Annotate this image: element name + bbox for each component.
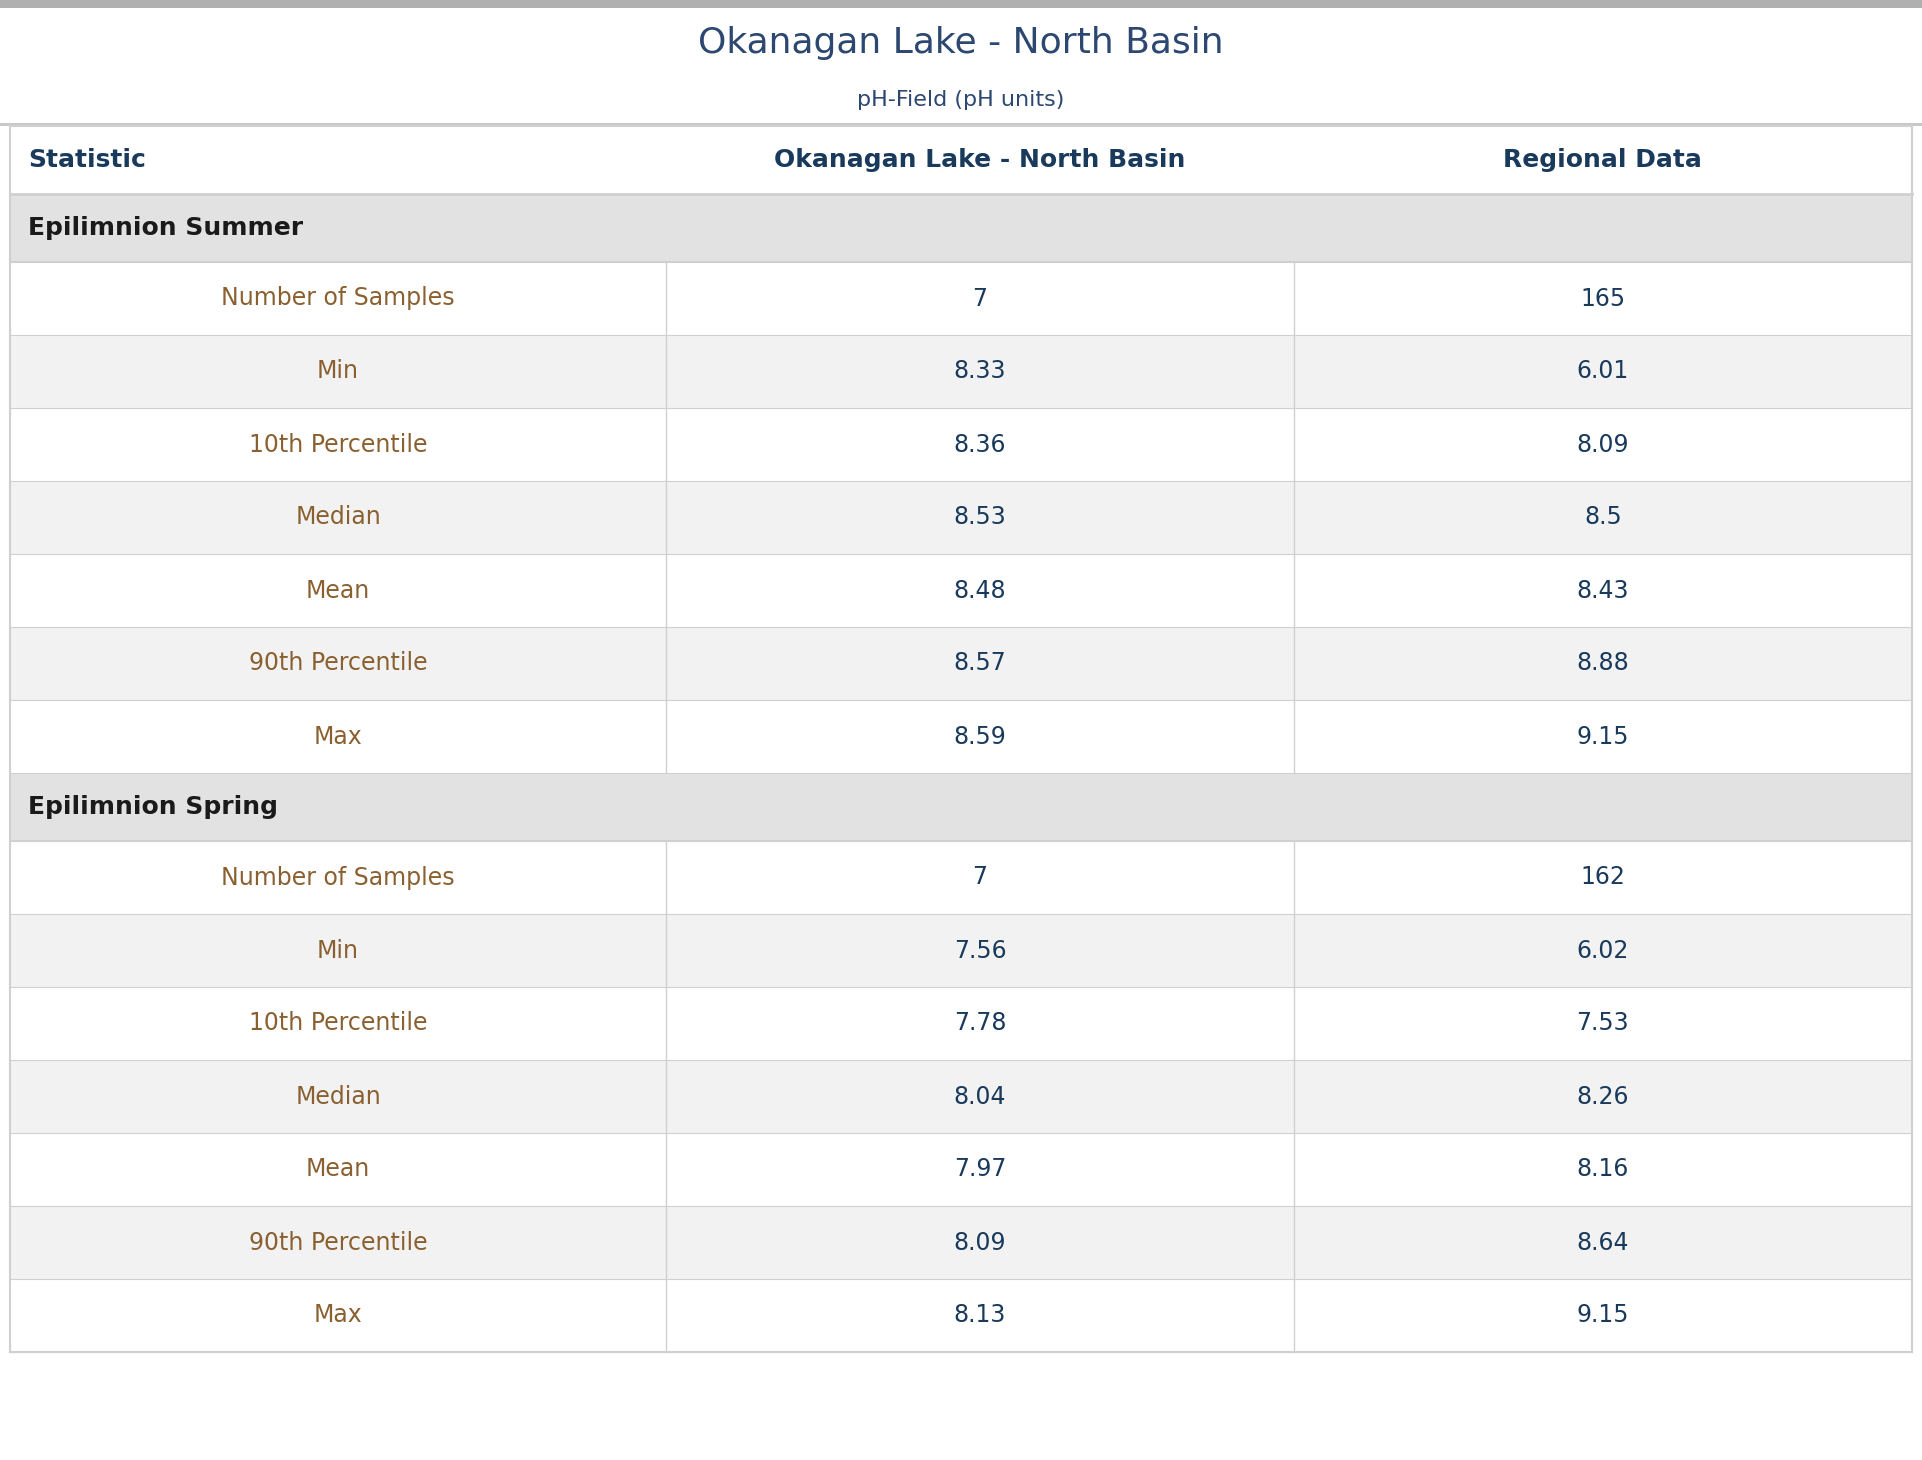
Bar bbox=[10, 626, 1912, 699]
Bar bbox=[10, 1279, 1912, 1352]
Bar bbox=[10, 1060, 1912, 1133]
Text: 90th Percentile: 90th Percentile bbox=[248, 651, 427, 676]
Text: Median: Median bbox=[296, 1085, 381, 1108]
Text: 90th Percentile: 90th Percentile bbox=[248, 1231, 427, 1254]
Text: 8.26: 8.26 bbox=[1576, 1085, 1630, 1108]
Bar bbox=[10, 1133, 1912, 1206]
Bar bbox=[10, 334, 1912, 407]
Text: Okanagan Lake - North Basin: Okanagan Lake - North Basin bbox=[775, 147, 1186, 172]
Bar bbox=[10, 553, 1912, 626]
Text: Statistic: Statistic bbox=[29, 147, 146, 172]
Text: Min: Min bbox=[317, 359, 359, 384]
Text: 10th Percentile: 10th Percentile bbox=[248, 1012, 427, 1035]
Text: 8.09: 8.09 bbox=[1576, 432, 1630, 457]
Text: 9.15: 9.15 bbox=[1576, 724, 1630, 749]
Text: 8.53: 8.53 bbox=[953, 505, 1007, 530]
Text: 7.78: 7.78 bbox=[953, 1012, 1007, 1035]
Bar bbox=[10, 407, 1912, 480]
Bar bbox=[10, 987, 1912, 1060]
Text: Number of Samples: Number of Samples bbox=[221, 866, 456, 889]
Text: 7.97: 7.97 bbox=[953, 1158, 1007, 1181]
Text: 8.59: 8.59 bbox=[953, 724, 1007, 749]
Text: 6.02: 6.02 bbox=[1576, 939, 1630, 962]
Bar bbox=[10, 1206, 1912, 1279]
Text: 8.48: 8.48 bbox=[953, 578, 1007, 603]
Text: 7: 7 bbox=[973, 866, 988, 889]
Text: 8.33: 8.33 bbox=[953, 359, 1007, 384]
Text: 10th Percentile: 10th Percentile bbox=[248, 432, 427, 457]
Bar bbox=[0, 7, 1922, 77]
Bar bbox=[10, 194, 1912, 261]
Bar bbox=[10, 126, 1912, 194]
Text: 8.88: 8.88 bbox=[1576, 651, 1630, 676]
Bar bbox=[0, 0, 1922, 7]
Bar bbox=[10, 126, 1912, 1352]
Text: 162: 162 bbox=[1580, 866, 1626, 889]
Bar bbox=[10, 480, 1912, 553]
Text: Max: Max bbox=[313, 1304, 363, 1327]
Text: Number of Samples: Number of Samples bbox=[221, 286, 456, 311]
Text: 7.53: 7.53 bbox=[1576, 1012, 1630, 1035]
Text: 165: 165 bbox=[1580, 286, 1626, 311]
Text: 8.16: 8.16 bbox=[1576, 1158, 1630, 1181]
Text: 8.13: 8.13 bbox=[953, 1304, 1007, 1327]
Text: Mean: Mean bbox=[306, 578, 371, 603]
Text: Epilimnion Spring: Epilimnion Spring bbox=[29, 796, 279, 819]
Bar bbox=[0, 123, 1922, 126]
Text: 7.56: 7.56 bbox=[953, 939, 1007, 962]
Text: 8.09: 8.09 bbox=[953, 1231, 1007, 1254]
Text: 8.57: 8.57 bbox=[953, 651, 1007, 676]
Text: Okanagan Lake - North Basin: Okanagan Lake - North Basin bbox=[698, 26, 1224, 60]
Text: Median: Median bbox=[296, 505, 381, 530]
Bar bbox=[10, 914, 1912, 987]
Text: 7: 7 bbox=[973, 286, 988, 311]
Text: 8.04: 8.04 bbox=[953, 1085, 1007, 1108]
Text: 8.64: 8.64 bbox=[1576, 1231, 1630, 1254]
Bar bbox=[10, 841, 1912, 914]
Bar bbox=[10, 772, 1912, 841]
Text: Mean: Mean bbox=[306, 1158, 371, 1181]
Text: Epilimnion Summer: Epilimnion Summer bbox=[29, 216, 304, 239]
Text: pH-Field (pH units): pH-Field (pH units) bbox=[857, 91, 1065, 111]
Text: Min: Min bbox=[317, 939, 359, 962]
Bar bbox=[0, 77, 1922, 123]
Text: 6.01: 6.01 bbox=[1576, 359, 1630, 384]
Text: 8.43: 8.43 bbox=[1576, 578, 1630, 603]
Text: 8.36: 8.36 bbox=[953, 432, 1007, 457]
Bar bbox=[10, 699, 1912, 772]
Text: 9.15: 9.15 bbox=[1576, 1304, 1630, 1327]
Bar bbox=[10, 261, 1912, 334]
Text: Regional Data: Regional Data bbox=[1503, 147, 1703, 172]
Text: Max: Max bbox=[313, 724, 363, 749]
Text: 8.5: 8.5 bbox=[1584, 505, 1622, 530]
